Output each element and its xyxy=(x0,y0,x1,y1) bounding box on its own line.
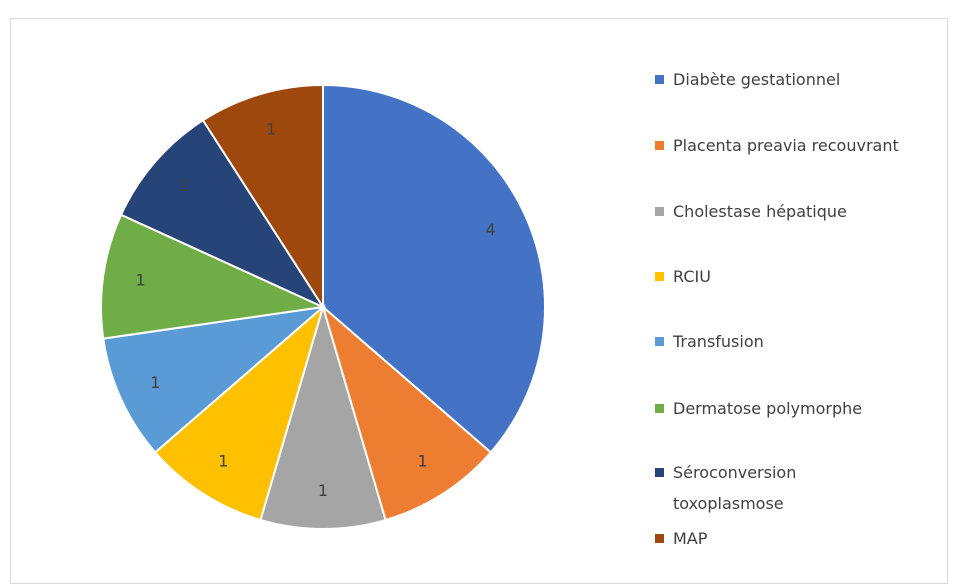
legend-label: Diabète gestationnel xyxy=(673,70,841,89)
pie-slice xyxy=(119,118,326,310)
pie-slice xyxy=(201,83,324,311)
legend-swatch xyxy=(655,468,664,477)
data-label: 4 xyxy=(486,220,496,239)
legend-label: RCIU xyxy=(673,267,711,286)
legend-swatch xyxy=(655,534,664,543)
legend-swatch xyxy=(655,404,664,413)
data-label: 1 xyxy=(218,452,228,471)
legend-item: Cholestase hépatique xyxy=(655,196,847,227)
legend-swatch xyxy=(655,207,664,216)
legend-label: Dermatose polymorphe xyxy=(673,399,863,418)
legend-swatch xyxy=(655,337,664,346)
legend-swatch xyxy=(655,75,664,84)
legend-item: Dermatose polymorphe xyxy=(655,393,862,424)
pie-slice xyxy=(259,303,387,530)
data-label: 1 xyxy=(179,176,189,195)
pie-slice xyxy=(153,304,325,522)
data-label: 1 xyxy=(266,120,276,139)
legend-label: Placenta preavia recouvrant xyxy=(673,136,899,155)
pie-slice xyxy=(321,304,493,522)
legend-item: Diabète gestationnel xyxy=(655,64,840,95)
data-label: 1 xyxy=(150,373,160,392)
pie-slice xyxy=(102,305,327,454)
chart-frame xyxy=(10,18,948,584)
data-label: 1 xyxy=(136,270,146,289)
legend-swatch xyxy=(655,141,664,150)
pie-slice xyxy=(322,83,546,454)
data-label: 1 xyxy=(418,452,428,471)
legend-item: Transfusion xyxy=(655,326,764,357)
legend-label: Séroconversion toxoplasmose xyxy=(673,463,797,513)
legend-item: RCIU xyxy=(655,261,711,292)
legend-swatch xyxy=(655,272,664,281)
legend-item: Séroconversion toxoplasmose xyxy=(655,457,873,519)
data-label: 1 xyxy=(318,481,328,500)
pie-slice xyxy=(100,213,327,340)
legend-label: MAP xyxy=(673,529,708,548)
legend-item: Placenta preavia recouvrant xyxy=(655,130,899,161)
legend-label: Transfusion xyxy=(673,332,764,351)
legend-item: MAP xyxy=(655,523,707,554)
legend-label: Cholestase hépatique xyxy=(673,202,847,221)
